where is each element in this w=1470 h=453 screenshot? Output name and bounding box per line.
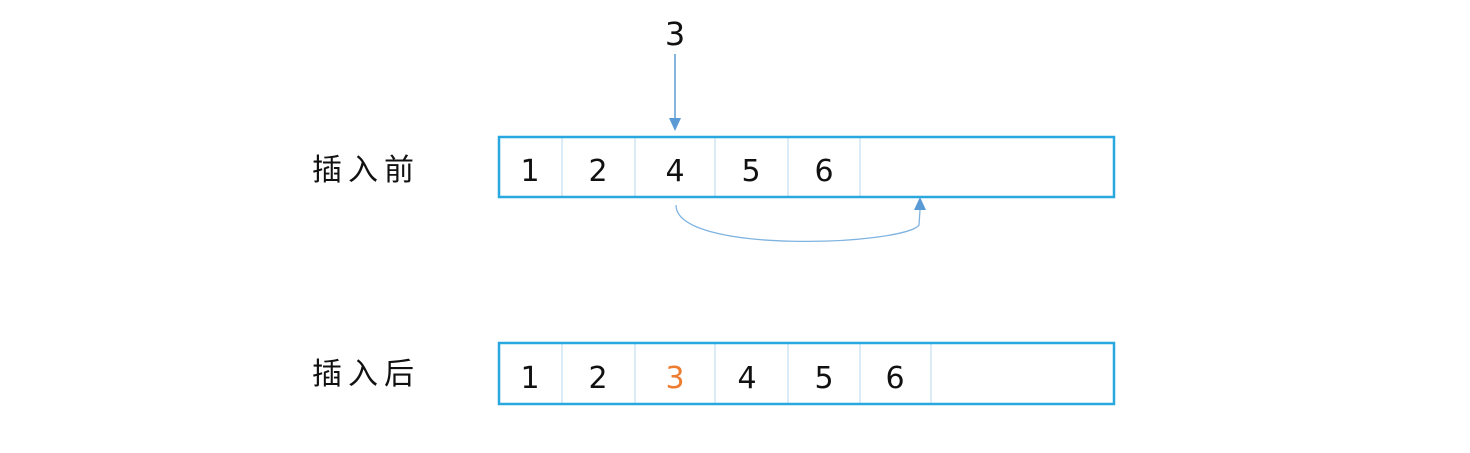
after-cell-value: 1 <box>520 361 539 396</box>
after-cell-inserted-value: 3 <box>665 361 684 396</box>
after-cell-value: 4 <box>737 361 756 396</box>
insert-value-label: 3 <box>665 15 685 53</box>
before-cell-value: 1 <box>520 154 539 189</box>
after-array: 1 2 3 4 5 6 <box>497 341 1116 406</box>
insert-arrow-head <box>669 118 681 131</box>
shift-arrow-head <box>914 197 926 210</box>
after-cell-value: 5 <box>814 361 833 396</box>
before-row-label: 插入前 <box>312 153 420 188</box>
shift-curve-arrow <box>675 204 921 243</box>
before-array: 1 2 4 5 6 <box>497 135 1116 199</box>
before-cell-value: 5 <box>741 154 760 189</box>
after-cell-value: 2 <box>588 361 607 396</box>
before-array-border <box>497 135 1116 199</box>
after-cell-value: 6 <box>885 361 904 396</box>
before-cell-value: 4 <box>665 154 684 189</box>
after-row-label: 插入后 <box>312 357 420 392</box>
before-cell-value: 6 <box>814 154 833 189</box>
after-array-border <box>497 341 1116 406</box>
before-cell-value: 2 <box>588 154 607 189</box>
